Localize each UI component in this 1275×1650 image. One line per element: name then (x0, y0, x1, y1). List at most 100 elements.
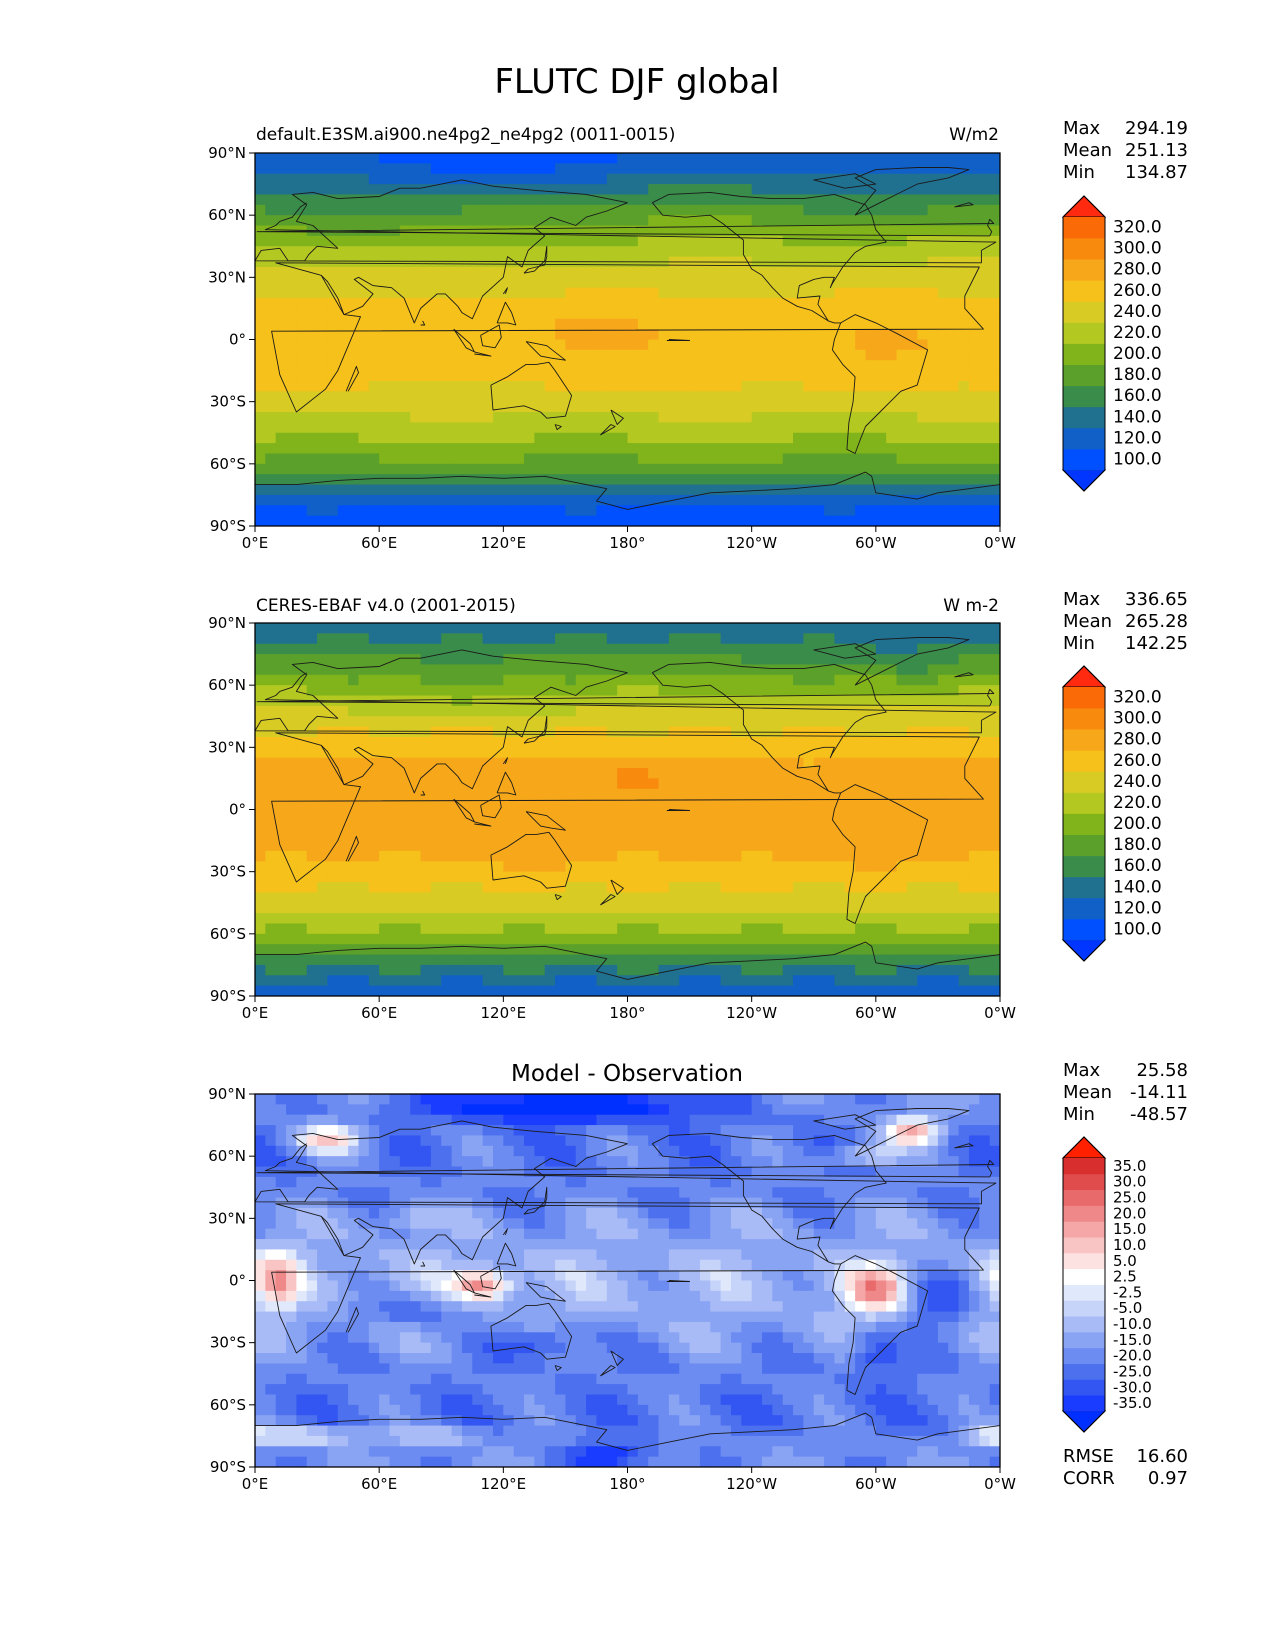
field-cell (772, 432, 784, 444)
field-cell (948, 736, 960, 748)
field-cell (896, 432, 908, 444)
coastline (255, 179, 982, 264)
field-cell (772, 412, 784, 423)
field-cell (979, 623, 991, 634)
field-cell (389, 443, 401, 455)
field-cell (503, 747, 515, 759)
field-cell (389, 298, 401, 310)
field-cell (689, 153, 701, 164)
field-cell (917, 173, 929, 185)
field-cell (348, 401, 360, 413)
field-cell (544, 432, 556, 444)
field-cell (741, 505, 753, 517)
field-cell (803, 923, 815, 935)
field-cell (482, 654, 494, 666)
field-cell (503, 726, 515, 738)
field-cell (596, 913, 608, 925)
field-cell (958, 184, 970, 196)
field-cell (824, 339, 836, 351)
field-cell (772, 882, 784, 893)
field-cell (296, 287, 308, 299)
field-cell (730, 944, 742, 956)
field-cell (720, 882, 732, 893)
field-cell (482, 809, 494, 821)
field-cell (544, 494, 556, 506)
field-cell (906, 163, 918, 175)
field-cell (555, 235, 567, 247)
field-cell (989, 850, 1000, 862)
field-cell (389, 685, 401, 697)
field-cell (803, 391, 815, 403)
field-cell (596, 861, 608, 873)
field-cell (586, 360, 598, 372)
field-cell (482, 736, 494, 748)
field-cell (679, 685, 691, 697)
field-cell (410, 933, 422, 945)
field-cell (689, 747, 701, 759)
field-cell (772, 902, 784, 914)
field-cell (896, 944, 908, 956)
field-cell (399, 674, 411, 686)
field-cell (482, 892, 494, 904)
field-cell (948, 194, 960, 206)
field-cell (855, 204, 867, 216)
field-cell (565, 474, 577, 486)
field-cell (399, 380, 411, 392)
field-cell (265, 277, 277, 289)
field-cell (782, 453, 794, 465)
field-cell (813, 184, 825, 196)
field-cell (730, 747, 742, 759)
field-cell (896, 453, 908, 465)
field-cell (379, 215, 391, 227)
field-cell (658, 778, 670, 790)
field-cell (710, 173, 722, 185)
field-cell (586, 871, 598, 883)
field-cell (389, 747, 401, 759)
field-cell (720, 716, 732, 728)
field-cell (762, 215, 773, 227)
field-cell (255, 287, 266, 299)
field-cell (399, 194, 411, 206)
field-cell (958, 401, 970, 413)
field-cell (896, 747, 908, 759)
field-cell (296, 674, 308, 686)
lat-tick-label: 60°S (210, 455, 246, 473)
field-cell (275, 882, 287, 893)
field-cell (855, 840, 867, 852)
field-cell (441, 788, 453, 800)
field-cell (979, 902, 991, 914)
field-cell (751, 933, 763, 945)
field-cell (875, 360, 887, 372)
field-cell (296, 412, 308, 423)
field-cell (348, 726, 360, 738)
field-cell (679, 840, 691, 852)
field-cell (979, 830, 991, 842)
field-cell (513, 726, 525, 738)
field-cell (679, 747, 691, 759)
field-cell (306, 380, 318, 392)
field-cell (586, 235, 598, 247)
field-cell (906, 463, 918, 475)
field-cell (368, 329, 380, 341)
field-cell (503, 623, 515, 634)
field-cell (637, 412, 649, 423)
field-cell (927, 163, 939, 175)
field-cell (524, 757, 535, 769)
field-cell (855, 933, 867, 945)
field-cell (679, 339, 691, 351)
field-cell (337, 349, 349, 361)
field-cell (306, 923, 318, 935)
field-cell (482, 695, 494, 707)
field-cell (524, 380, 535, 392)
field-cell (896, 716, 908, 728)
field-cell (648, 287, 660, 299)
field-cell (389, 705, 401, 717)
field-cell (865, 778, 877, 790)
field-cell (927, 380, 939, 392)
field-cell (441, 778, 453, 790)
field-cell (730, 422, 742, 434)
field-cell (927, 153, 939, 164)
field-cell (524, 360, 535, 372)
field-cell (441, 933, 453, 945)
field-cell (575, 298, 587, 310)
